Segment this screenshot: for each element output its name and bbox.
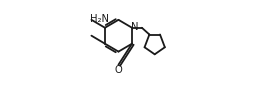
Text: H₂N: H₂N [90,14,109,24]
Text: O: O [115,65,122,75]
Text: N: N [131,22,138,32]
